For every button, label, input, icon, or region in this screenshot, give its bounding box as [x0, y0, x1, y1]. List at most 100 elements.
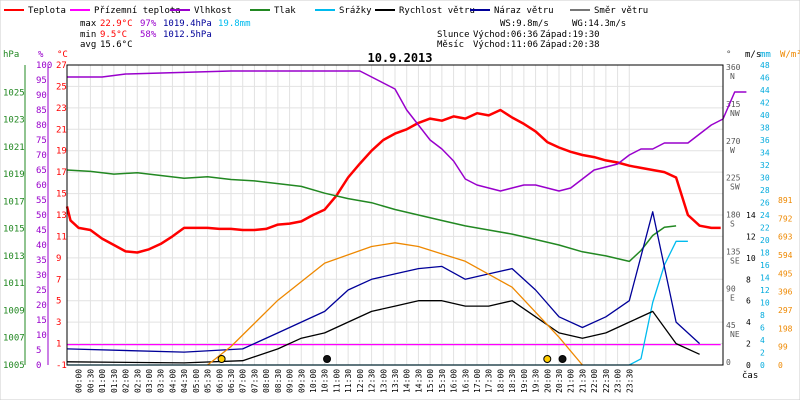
x-tick-label: 20:00 — [543, 369, 552, 393]
x-tick-label: 05:30 — [204, 369, 213, 393]
legend-label: Vlhkost — [194, 6, 232, 16]
unit-wm2: W/m² — [780, 50, 800, 60]
x-tick-label: 08:00 — [262, 369, 271, 393]
info-moon-set: Západ:20:38 — [540, 40, 600, 50]
x-tick-label: 04:00 — [168, 369, 177, 393]
left-tick-label: 19 — [56, 147, 67, 157]
rain-tick-label: 34 — [760, 149, 770, 158]
sun-moon-marker — [323, 355, 332, 363]
dir-tick-label: 315 — [726, 100, 741, 109]
left-tick-label: 25 — [56, 82, 67, 92]
solar-tick-label: 396 — [778, 288, 793, 297]
stats-max-temp: 22.9°C — [100, 19, 133, 29]
dir-tick-label: 90 — [726, 284, 736, 293]
left-tick-label: 1011 — [3, 279, 25, 289]
rain-tick-label: 38 — [760, 124, 770, 133]
x-tick-label: 14:30 — [414, 369, 423, 393]
solar-tick-label: 594 — [778, 251, 793, 260]
left-tick-label: 65 — [36, 166, 47, 176]
x-tick-label: 11:30 — [344, 369, 353, 393]
stats-min-press: 1012.5hPa — [163, 30, 212, 40]
left-tick-label: 1025 — [3, 88, 25, 98]
dir-tick-label: 225 — [726, 174, 741, 183]
wind-tick-label: 2 — [746, 340, 751, 349]
left-tick-label: 17 — [56, 168, 67, 178]
stats-max-hum: 97% — [140, 19, 157, 29]
x-tick-label: 19:00 — [520, 369, 529, 393]
dir-name-label: S — [730, 220, 735, 229]
dir-tick-label: 0 — [726, 358, 731, 367]
wind-tick-label: 4 — [746, 318, 751, 327]
left-tick-label: 90 — [36, 91, 47, 101]
x-tick-label: 10:00 — [309, 369, 318, 393]
dir-name-label: SW — [730, 183, 740, 192]
left-tick-label: 23 — [56, 104, 67, 114]
unit-deg: ° — [726, 50, 731, 60]
rain-tick-label: 16 — [760, 261, 770, 270]
rain-tick-label: 6 — [760, 324, 765, 333]
rain-tick-label: 14 — [760, 274, 770, 283]
series-tlak — [66, 169, 677, 263]
rain-tick-label: 10 — [760, 299, 770, 308]
x-tick-label: 00:00 — [75, 369, 84, 393]
wind-tick-label: 12 — [746, 232, 756, 241]
dir-name-label: NW — [730, 109, 740, 118]
x-tick-label: 06:30 — [227, 369, 236, 393]
x-tick-label: 13:30 — [391, 369, 400, 393]
stats-block: max 22.9°C 97% 1019.4hPa 19.8mm min 9.5°… — [80, 19, 251, 50]
info-sun-set: Západ:19:30 — [540, 30, 600, 40]
rain-tick-label: 42 — [760, 99, 770, 108]
wind-tick-label: 0 — [746, 361, 751, 370]
left-tick-label: 35 — [36, 256, 47, 266]
left-tick-label: 1021 — [3, 143, 25, 153]
legend-label: Teplota — [28, 6, 66, 16]
left-tick-label: 5 — [56, 297, 61, 307]
left-tick-label: 100 — [36, 61, 52, 71]
unit-degc: °C — [57, 50, 68, 60]
left-tick-label: 70 — [36, 151, 47, 161]
x-tick-label: 10:30 — [321, 369, 330, 393]
left-tick-label: 0 — [36, 361, 41, 371]
x-tick-label: 14:00 — [403, 369, 412, 393]
stats-min-hum: 58% — [140, 30, 157, 40]
dir-tick-label: 135 — [726, 247, 741, 256]
x-tick-label: 17:00 — [473, 369, 482, 393]
left-tick-label: 13 — [56, 211, 67, 221]
left-tick-label: 85 — [36, 106, 47, 116]
solar-tick-label: 0 — [778, 361, 783, 370]
rain-tick-label: 22 — [760, 224, 770, 233]
left-tick-label: 1019 — [3, 170, 25, 180]
series-n-raz-v-tru — [66, 211, 701, 353]
series-rychlost-v-tru — [66, 300, 700, 364]
x-tick-label: 20:30 — [555, 369, 564, 393]
info-wg: WG:14.3m/s — [572, 19, 626, 29]
legend-label: Směr větru — [594, 6, 648, 16]
left-tick-label: 30 — [36, 271, 47, 281]
rain-tick-label: 26 — [760, 199, 770, 208]
dir-name-label: W — [730, 146, 735, 155]
solar-tick-label: 297 — [778, 306, 793, 315]
left-tick-label: 1023 — [3, 116, 25, 126]
x-tick-label: 03:30 — [157, 369, 166, 393]
left-tick-label: 9 — [56, 254, 61, 264]
rain-tick-label: 18 — [760, 249, 770, 258]
left-tick-label: 1017 — [3, 197, 25, 207]
wind-tick-label: 10 — [746, 254, 756, 263]
left-tick-label: 11 — [56, 232, 67, 242]
legend-label: Srážky — [339, 6, 372, 16]
stats-min-temp: 9.5°C — [100, 30, 127, 40]
rain-tick-label: 36 — [760, 136, 770, 145]
rain-tick-label: 48 — [760, 61, 770, 70]
left-tick-label: 50 — [36, 211, 47, 221]
left-tick-label: 27 — [56, 61, 67, 71]
left-tick-label: 60 — [36, 181, 47, 191]
wind-tick-label: 8 — [746, 275, 751, 284]
legend-label: Přízemní teplota — [94, 6, 181, 16]
dir-tick-label: 360 — [726, 63, 741, 72]
unit-hpa: hPa — [3, 50, 19, 60]
x-tick-label: 15:30 — [438, 369, 447, 393]
x-tick-label: 01:30 — [110, 369, 119, 393]
legend-label: Rychlost větru — [399, 6, 475, 16]
left-tick-label: 3 — [56, 318, 61, 328]
